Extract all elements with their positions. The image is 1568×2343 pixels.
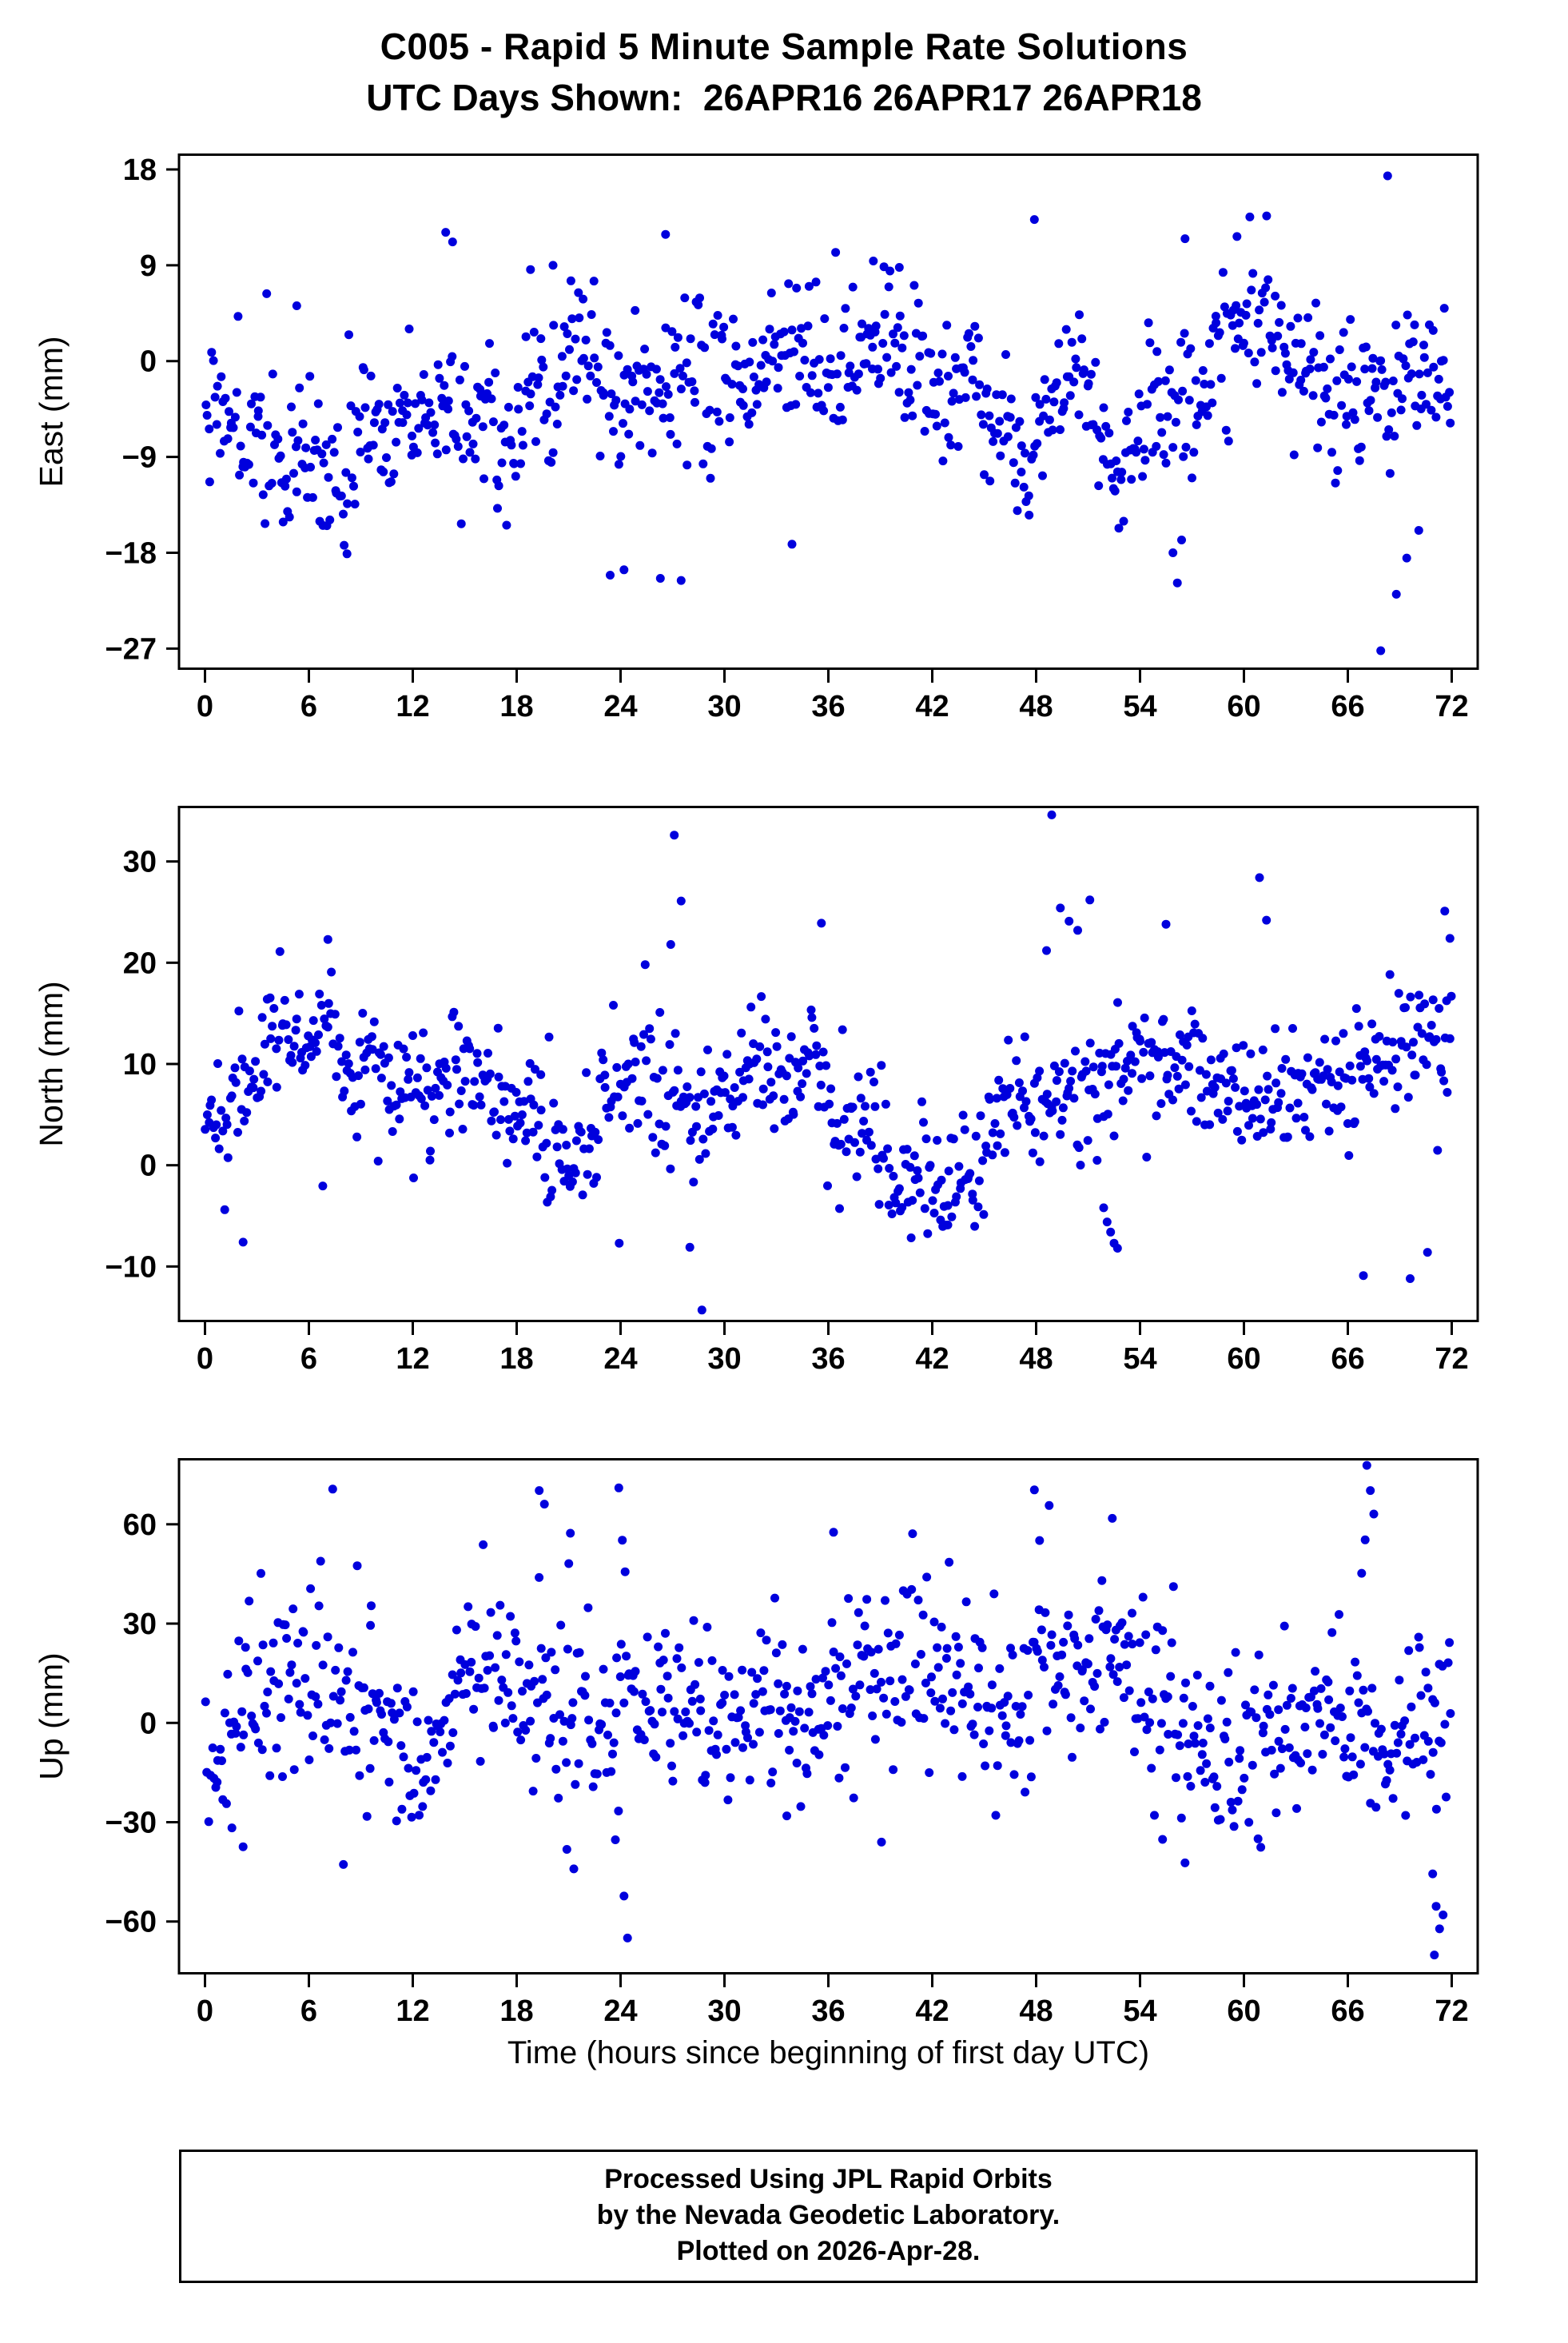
x-tick-label: 36 bbox=[811, 690, 845, 723]
x-tick-label: 54 bbox=[1123, 1994, 1156, 2027]
x-tick-label: 30 bbox=[707, 1342, 741, 1375]
east-plot: 0 6 12 18 24 30 36 42 48 54 60 66 72 18 9 0 −9 −18 −27 East… bbox=[33, 153, 1479, 723]
x-tick-label: 60 bbox=[1227, 690, 1260, 723]
x-tick-label: 6 bbox=[300, 690, 317, 723]
east-y-axis-title: East (mm) bbox=[33, 336, 70, 487]
x-tick-label: 24 bbox=[603, 1342, 637, 1375]
x-tick-label: 0 bbox=[197, 1994, 213, 2027]
x-tick-label: 0 bbox=[197, 690, 213, 723]
y-tick-label: −30 bbox=[105, 1807, 157, 1840]
up-y-axis-title: Up (mm) bbox=[33, 1652, 70, 1779]
charts-container: 0 6 12 18 24 30 36 42 48 54 60 66 72 18 9 0 −9 −18 −27 East… bbox=[0, 153, 1568, 2027]
y-tick-label: −27 bbox=[105, 632, 157, 666]
y-tick-label: −60 bbox=[105, 1906, 157, 1939]
x-tick-label: 24 bbox=[603, 690, 637, 723]
x-tick-label: 54 bbox=[1123, 1342, 1156, 1375]
x-tick-label: 18 bbox=[499, 690, 533, 723]
x-tick-label: 12 bbox=[396, 1994, 429, 2027]
x-tick-label: 18 bbox=[499, 1994, 533, 2027]
x-tick-label: 42 bbox=[915, 1342, 949, 1375]
chart-title: C005 - Rapid 5 Minute Sample Rate Soluti… bbox=[380, 26, 1188, 67]
x-tick-label: 72 bbox=[1435, 690, 1468, 723]
north-plot: 0 6 12 18 24 30 36 42 48 54 60 66 72 30 20 10 0 −10 North … bbox=[33, 806, 1479, 1375]
x-tick-label: 6 bbox=[300, 1994, 317, 2027]
east-points bbox=[201, 171, 1455, 655]
east-frame bbox=[177, 153, 1479, 670]
up-points bbox=[201, 1460, 1455, 1960]
x-tick-label: 48 bbox=[1019, 1342, 1053, 1375]
x-tick-label: 12 bbox=[396, 690, 429, 723]
chart-subtitle: UTC Days Shown: 26APR16 26APR17 26APR18 bbox=[366, 77, 1202, 118]
y-tick-label: 60 bbox=[123, 1508, 157, 1542]
y-tick-label: 9 bbox=[140, 249, 157, 283]
x-tick-label: 24 bbox=[603, 1994, 637, 2027]
y-tick-label: 0 bbox=[140, 345, 157, 379]
x-tick-label: 72 bbox=[1435, 1342, 1468, 1375]
y-tick-label: −10 bbox=[105, 1250, 157, 1284]
x-tick-label: 60 bbox=[1227, 1342, 1260, 1375]
x-tick-label: 6 bbox=[300, 1342, 317, 1375]
y-tick-label: 0 bbox=[140, 1150, 157, 1183]
x-tick-label: 54 bbox=[1123, 690, 1156, 723]
y-tick-label: 18 bbox=[123, 153, 157, 187]
x-tick-label: 48 bbox=[1019, 690, 1053, 723]
x-tick-label: 36 bbox=[811, 1994, 845, 2027]
x-axis-title: Time (hours since beginning of first day… bbox=[507, 2035, 1150, 2070]
x-tick-label: 48 bbox=[1019, 1994, 1053, 2027]
y-tick-label: 10 bbox=[123, 1048, 157, 1082]
y-tick-label: −9 bbox=[122, 441, 157, 475]
footer-line-1: Processed Using JPL Rapid Orbits bbox=[604, 2164, 1053, 2194]
north-y-axis-title: North (mm) bbox=[33, 981, 70, 1146]
y-tick-label: −18 bbox=[105, 536, 157, 570]
x-tick-label: 66 bbox=[1331, 1342, 1364, 1375]
up-frame bbox=[177, 1458, 1479, 1974]
y-tick-label: 0 bbox=[140, 1707, 157, 1740]
x-tick-label: 30 bbox=[707, 690, 741, 723]
x-tick-label: 66 bbox=[1331, 690, 1364, 723]
x-tick-label: 66 bbox=[1331, 1994, 1364, 2027]
y-tick-label: 30 bbox=[123, 1608, 157, 1641]
y-tick-label: 20 bbox=[123, 946, 157, 980]
up-plot: 0 6 12 18 24 30 36 42 48 54 60 66 72 60 30 0 −30 −60 Up (m… bbox=[33, 1458, 1479, 2027]
footer-line-3: Plotted on 2026-Apr-28. bbox=[676, 2236, 981, 2266]
x-tick-label: 42 bbox=[915, 690, 949, 723]
footer-box: Processed Using JPL Rapid Orbits by the … bbox=[179, 2150, 1478, 2283]
x-tick-label: 18 bbox=[499, 1342, 533, 1375]
north-points bbox=[201, 810, 1456, 1315]
footer-line-2: by the Nevada Geodetic Laboratory. bbox=[596, 2200, 1061, 2230]
y-tick-label: 30 bbox=[123, 846, 157, 879]
x-tick-label: 42 bbox=[915, 1994, 949, 2027]
x-tick-label: 12 bbox=[396, 1342, 429, 1375]
x-tick-label: 72 bbox=[1435, 1994, 1468, 2027]
x-tick-label: 60 bbox=[1227, 1994, 1260, 2027]
x-tick-label: 30 bbox=[707, 1994, 741, 2027]
x-tick-label: 0 bbox=[197, 1342, 213, 1375]
x-tick-label: 36 bbox=[811, 1342, 845, 1375]
